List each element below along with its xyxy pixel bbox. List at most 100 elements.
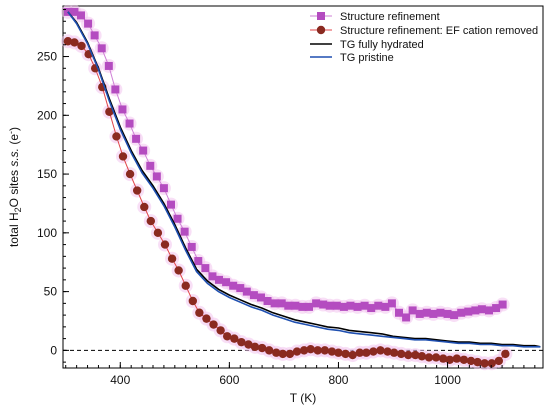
data-point <box>443 309 452 318</box>
data-point <box>125 169 135 179</box>
x-axis-title: T (K) <box>290 391 316 405</box>
data-point <box>146 161 155 170</box>
data-point <box>381 302 390 311</box>
data-point <box>374 301 383 310</box>
data-point <box>312 299 321 308</box>
data-point <box>450 311 459 320</box>
data-point <box>404 350 413 360</box>
data-point <box>194 257 203 266</box>
y-axis-label: total H2O sites s.s. (e-) <box>6 127 23 247</box>
data-point <box>249 291 258 300</box>
data-point <box>105 107 114 116</box>
data-point <box>167 254 177 263</box>
legend-label-ef-cation-removed: Structure refinement: EF cation removed <box>340 25 538 37</box>
legend-entry-structure-refinement: Structure refinement <box>310 11 440 23</box>
y-axis-label-suffix-close: ) <box>7 127 21 131</box>
data-point <box>298 302 307 311</box>
series-2 <box>67 11 541 348</box>
data-point <box>387 299 396 308</box>
y-axis-label-mid: O sites <box>7 167 21 208</box>
data-point <box>112 132 121 141</box>
y-tick-label: 0 <box>50 343 57 357</box>
series-line-0 <box>67 11 503 319</box>
data-point <box>215 275 223 284</box>
data-point <box>436 308 445 317</box>
data-point <box>452 354 462 363</box>
data-point <box>195 308 204 317</box>
data-point <box>429 309 438 318</box>
data-point <box>140 202 149 212</box>
data-point <box>355 348 364 357</box>
data-point <box>362 348 371 357</box>
data-point <box>216 326 225 335</box>
data-point <box>367 304 376 313</box>
data-point <box>244 340 253 349</box>
data-point <box>471 306 480 315</box>
data-point <box>501 349 510 359</box>
series-1 <box>60 34 513 371</box>
data-point <box>346 301 355 310</box>
data-point <box>236 284 245 293</box>
data-point <box>174 266 183 275</box>
data-point <box>422 308 431 317</box>
data-point <box>63 37 73 46</box>
data-point <box>222 332 232 341</box>
data-point <box>339 302 348 311</box>
x-tick-label: 800 <box>328 373 348 387</box>
data-point <box>327 347 337 356</box>
y-tick-label: 250 <box>37 50 57 64</box>
data-point <box>230 334 239 343</box>
x-tick-label: 400 <box>110 373 130 387</box>
data-point <box>480 359 489 368</box>
data-point <box>415 309 424 318</box>
legend-entry-tg-fully-hydrated: TG fully hydrated <box>310 39 424 51</box>
data-point <box>348 350 357 360</box>
y-tick-label: 200 <box>37 108 57 122</box>
data-point <box>498 300 507 309</box>
data-point <box>277 299 286 308</box>
data-point <box>250 342 260 352</box>
data-point <box>263 297 272 306</box>
data-point <box>118 152 128 161</box>
data-point <box>187 242 196 251</box>
legend: Structure refinement Structure refinemen… <box>310 11 538 64</box>
legend-entry-ef-cation-removed: Structure refinement: EF cation removed <box>310 25 538 37</box>
data-point <box>477 305 486 314</box>
data-point <box>494 356 504 366</box>
data-point <box>180 227 189 236</box>
data-point <box>63 7 72 16</box>
data-point <box>90 31 99 40</box>
plot-frame <box>62 5 544 369</box>
data-point <box>173 214 182 223</box>
data-point <box>396 349 406 359</box>
data-point <box>222 278 231 287</box>
data-point <box>369 347 378 356</box>
data-point <box>408 306 417 315</box>
data-point <box>334 348 343 357</box>
data-point <box>402 313 411 322</box>
data-point <box>208 272 217 281</box>
series-3 <box>67 11 541 348</box>
data-point <box>111 85 120 94</box>
data-point <box>270 299 279 308</box>
data-point <box>132 134 141 143</box>
data-point <box>209 320 218 329</box>
data-point <box>188 296 198 306</box>
data-point <box>292 347 302 356</box>
data-point <box>459 355 469 364</box>
legend-entry-tg-pristine: TG pristine <box>310 52 394 64</box>
series-line-3 <box>67 11 541 348</box>
data-point <box>466 356 476 366</box>
data-point <box>320 346 330 355</box>
data-point <box>376 346 385 355</box>
data-point <box>139 146 148 155</box>
data-point <box>70 7 79 16</box>
data-point <box>431 353 441 362</box>
series-0 <box>60 4 510 325</box>
series-group <box>60 4 541 371</box>
data-point <box>360 301 369 310</box>
data-point <box>487 359 496 368</box>
data-point <box>319 300 328 309</box>
y-axis-label-sub: 2 <box>13 207 23 212</box>
